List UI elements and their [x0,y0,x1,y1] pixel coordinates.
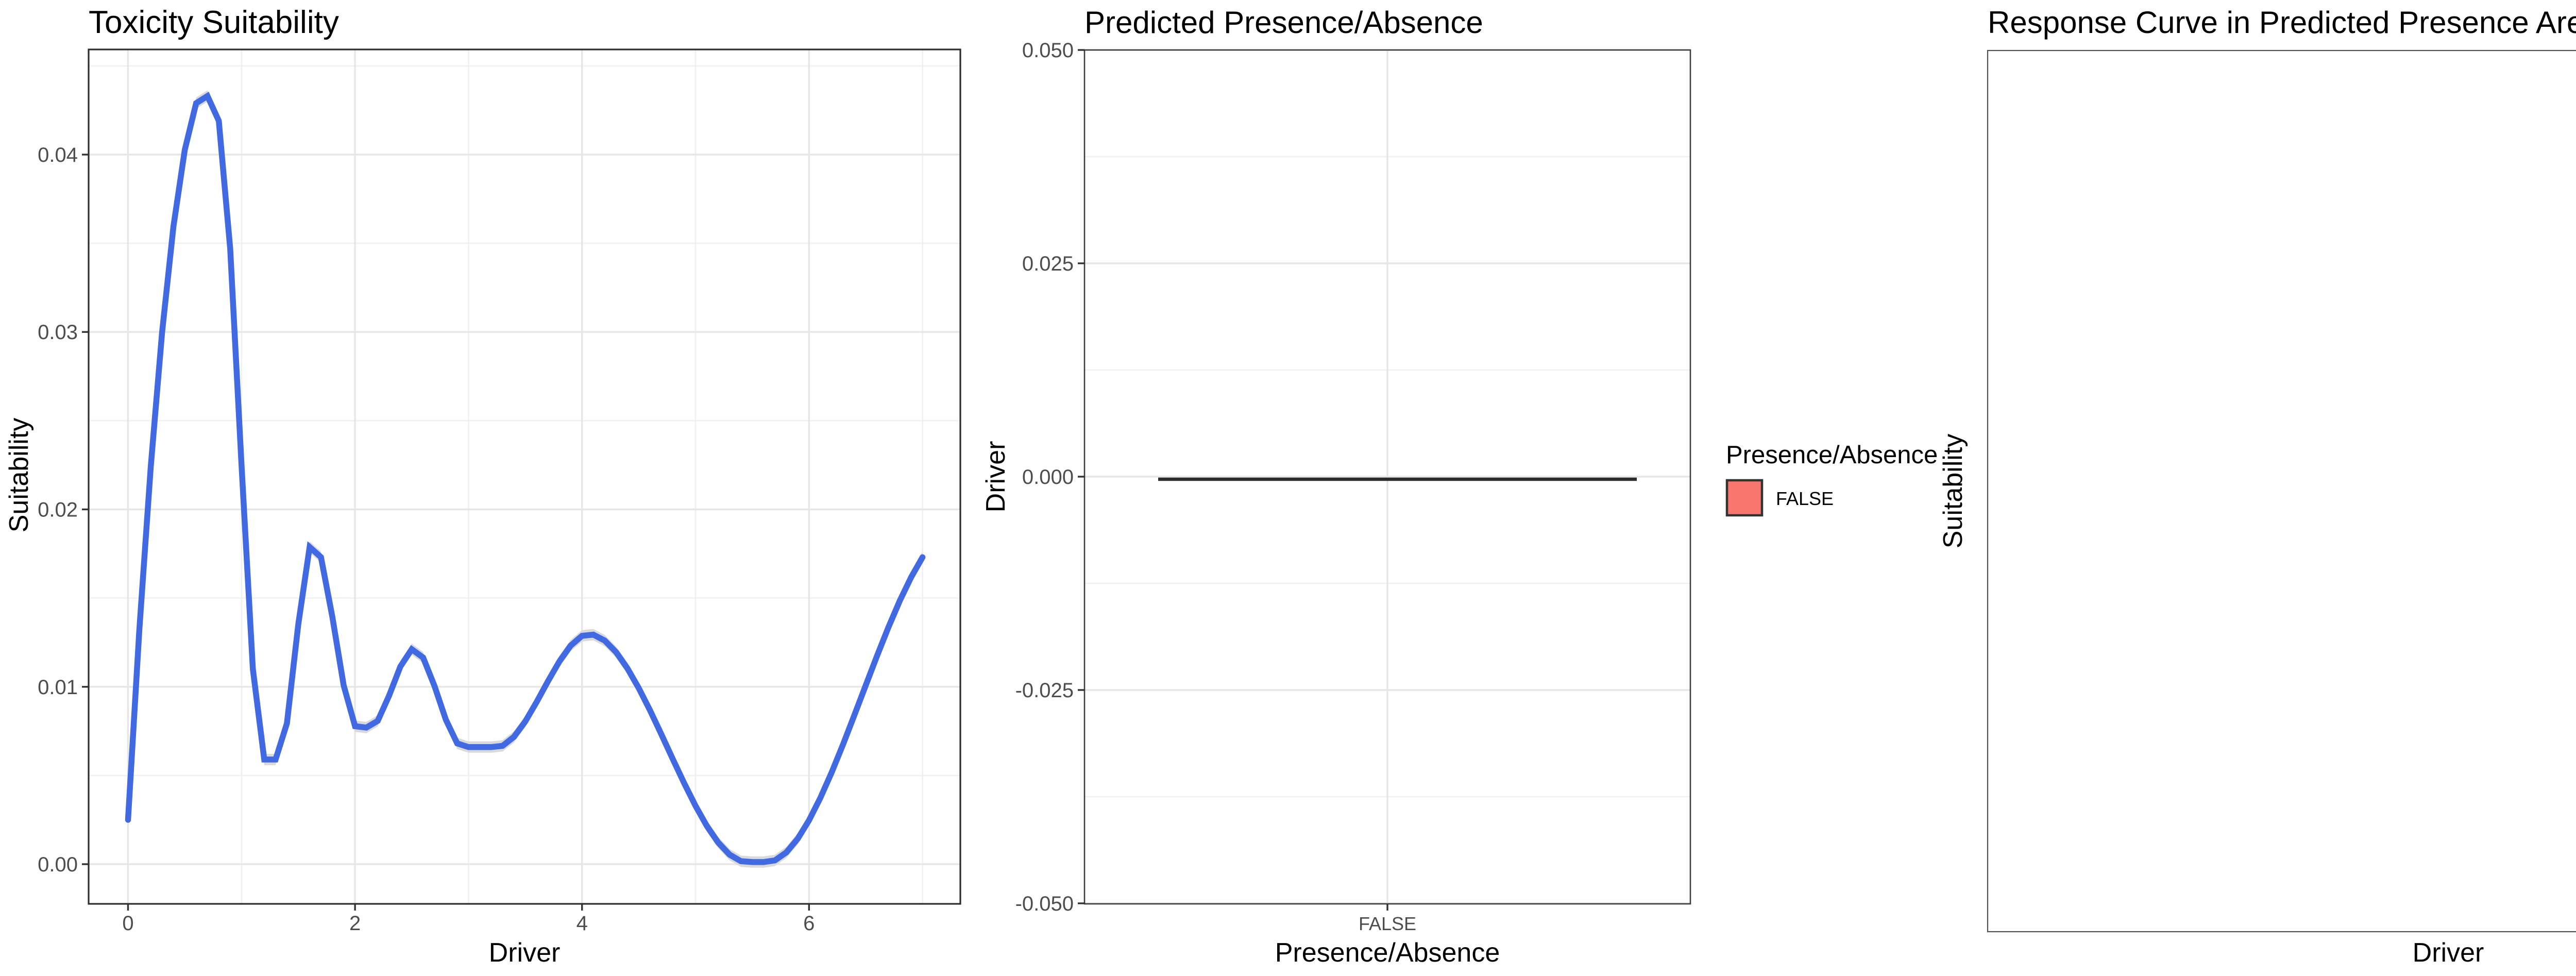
svg-text:Suitability: Suitability [1938,434,1968,549]
svg-text:Presence/Absence: Presence/Absence [1726,441,1938,469]
svg-text:-0.050: -0.050 [1015,893,1074,915]
svg-text:0.01: 0.01 [38,676,78,699]
svg-text:0.00: 0.00 [38,853,78,876]
svg-text:0.000: 0.000 [1022,466,1074,489]
svg-text:FALSE: FALSE [1359,913,1416,934]
svg-text:Driver: Driver [489,938,561,968]
svg-text:Driver: Driver [981,441,1011,513]
svg-text:0.025: 0.025 [1022,253,1074,275]
svg-text:4: 4 [577,912,588,935]
svg-text:0: 0 [122,912,133,935]
svg-text:2: 2 [349,912,361,935]
svg-text:Driver: Driver [2413,938,2484,968]
svg-text:Toxicity Suitability: Toxicity Suitability [89,5,339,40]
svg-text:Presence/Absence: Presence/Absence [1275,938,1500,968]
svg-text:0.04: 0.04 [38,144,78,166]
svg-text:0.050: 0.050 [1022,39,1074,62]
svg-text:-0.025: -0.025 [1015,679,1074,702]
svg-text:6: 6 [803,912,815,935]
svg-text:0.02: 0.02 [38,499,78,521]
svg-text:Predicted Presence/Absence: Predicted Presence/Absence [1084,5,1483,40]
svg-text:Response Curve in Predicted Pr: Response Curve in Predicted Presence Are… [1988,5,2576,40]
svg-text:Suitability: Suitability [4,418,34,533]
svg-text:0.03: 0.03 [38,321,78,344]
svg-text:FALSE: FALSE [1776,488,1834,509]
